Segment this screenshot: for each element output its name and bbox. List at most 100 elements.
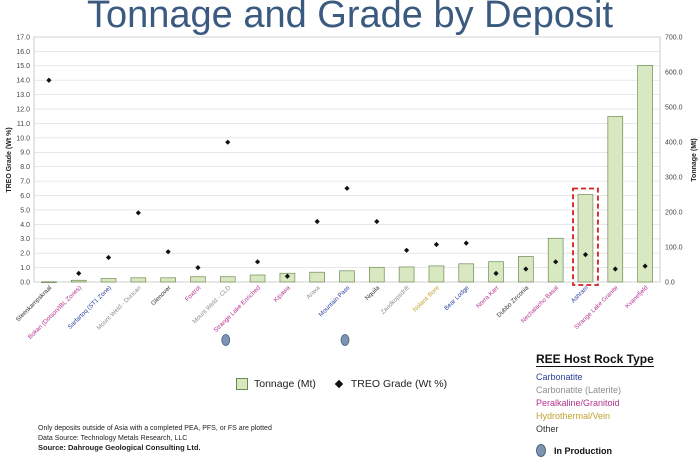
- category-label: Foxtrot: [184, 284, 203, 303]
- host-rock-legend-title: REE Host Rock Type: [536, 352, 654, 367]
- grade-marker: [105, 254, 112, 261]
- grade-marker: [165, 249, 171, 255]
- highlight-box: [572, 187, 599, 286]
- y-tick-left: 11.0: [17, 121, 30, 128]
- in-production-label: In Production: [554, 445, 612, 456]
- tonnage-bar: [577, 194, 594, 283]
- y-tick-left: 2.0: [20, 251, 30, 258]
- grade-marker: [195, 264, 201, 271]
- category-label: Kipawa: [272, 284, 292, 304]
- y-axis-title-right: Tonnage (Mt): [691, 138, 698, 181]
- grade-marker: [314, 218, 320, 225]
- y-tick-right: 500.0: [665, 104, 683, 111]
- tonnage-bar: [458, 263, 475, 283]
- y-tick-left: 7.0: [20, 179, 30, 186]
- tonnage-bar: [607, 116, 624, 283]
- grade-marker: [582, 252, 589, 258]
- grade-marker: [433, 241, 440, 248]
- category-label: Ashram: [570, 284, 590, 304]
- y-tick-left: 4.0: [20, 222, 30, 229]
- tonnage-bar: [309, 271, 325, 283]
- host-rock-type-item: Other: [536, 424, 559, 434]
- in-production-legend: In Production: [536, 444, 696, 457]
- footnote-scope: Only deposits outside of Asia with a com…: [38, 425, 272, 432]
- category-label: Kvanefjeld: [624, 284, 650, 310]
- tonnage-bar: [219, 276, 236, 283]
- grade-marker: [135, 210, 141, 216]
- grade-marker: [523, 266, 529, 272]
- y-tick-left: 0.0: [20, 279, 30, 286]
- in-production-dot-icon: [536, 444, 546, 457]
- tonnage-bar: [130, 277, 147, 283]
- category-label: Bear Lodge: [443, 284, 471, 312]
- y-tick-left: 16.0: [16, 49, 30, 56]
- tonnage-bar: [70, 279, 87, 283]
- tonnage-bar: [398, 266, 415, 283]
- grade-marker: [76, 270, 82, 276]
- host-rock-type-item: Carbonatite: [536, 372, 583, 382]
- grade-marker: [642, 263, 648, 269]
- y-tick-right: 600.0: [665, 69, 683, 76]
- tonnage-bar: [100, 278, 117, 283]
- y-tick-left: 14.0: [16, 78, 30, 85]
- category-label: Nquila: [364, 284, 382, 302]
- host-rock-legend: REE Host Rock Type Carbonatite Carbonatit…: [536, 352, 696, 457]
- y-tick-left: 13.0: [16, 92, 30, 99]
- tonnage-bar: [41, 281, 57, 283]
- legend: Tonnage (Mt) TREO Grade (Wt %): [236, 378, 447, 390]
- grade-marker: [225, 139, 231, 145]
- y-axis-title-left: TREO Grade (Wt %): [6, 127, 13, 192]
- category-label: Zandkopsdrift: [380, 284, 412, 316]
- grade-marker: [553, 259, 559, 265]
- grade-marker: [46, 77, 52, 83]
- category-label: Glenover: [150, 284, 173, 307]
- tonnage-bar: [637, 64, 653, 283]
- host-rock-type-item: Hydrothermal/Vein: [536, 411, 611, 421]
- y-tick-right: 300.0: [665, 174, 683, 181]
- in-production-dot-icon: [221, 334, 231, 346]
- chart-title: Tonnage and Grade by Deposit: [86, 0, 614, 36]
- y-tick-left: 12.0: [16, 106, 30, 113]
- legend-tonnage-label: Tonnage (Mt): [254, 378, 316, 390]
- host-rock-type-item: Peralkaline/Granitoid: [536, 398, 620, 408]
- grade-marker: [404, 247, 410, 253]
- y-tick-right: 0.0: [665, 279, 675, 286]
- tonnage-bar: [428, 265, 445, 283]
- legend-bar-swatch: [236, 378, 248, 390]
- host-rock-type-item: Carbonatite (Laterite): [536, 385, 622, 395]
- tonnage-bar: [160, 277, 176, 283]
- grade-marker: [463, 240, 469, 246]
- y-tick-left: 10.0: [16, 135, 30, 142]
- category-label: Norra Karr: [475, 284, 500, 309]
- y-tick-right: 400.0: [665, 139, 683, 146]
- y-tick-left: 15.0: [16, 63, 30, 70]
- chart: 0.0 1.0 2.0 3.0 4.0 5.0 6.0 7.0 8.0 9.0 10.0 11.0 12…: [6, 34, 698, 346]
- y-tick-left: 8.0: [20, 164, 30, 171]
- footnotes: Only deposits outside of Asia with a com…: [38, 424, 272, 453]
- y-tick-left: 5.0: [20, 207, 30, 214]
- category-label: Nolans Bore: [412, 284, 441, 313]
- grade-marker: [612, 266, 618, 272]
- y-tick-right: 200.0: [665, 209, 683, 216]
- y-tick-left: 17.0: [16, 34, 30, 41]
- plot-area-border: [33, 36, 661, 283]
- y-tick-left: 9.0: [20, 150, 30, 157]
- category-label: Mountain Pass: [318, 284, 352, 318]
- category-label: Bokan (Dotson/IBL Zones): [27, 284, 83, 340]
- grade-marker: [374, 218, 380, 225]
- y-tick-left: 6.0: [20, 193, 30, 200]
- tonnage-bar: [339, 270, 355, 283]
- y-tick-right: 700.0: [665, 34, 683, 41]
- footnote-source: Source: Dahrouge Geological Consulting L…: [38, 443, 201, 452]
- grade-marker: [254, 259, 261, 265]
- grade-marker: [284, 273, 290, 279]
- grade-marker: [344, 185, 350, 191]
- grade-marker: [493, 270, 499, 276]
- tonnage-bar: [249, 274, 266, 283]
- y-tick-right: 100.0: [665, 244, 683, 251]
- legend-diamond-marker: [334, 379, 344, 389]
- footnote-data-source: Data Source: Technology Metals Research,…: [38, 434, 188, 442]
- legend-grade-label: TREO Grade (Wt %): [350, 378, 448, 390]
- y-tick-left: 1.0: [20, 265, 30, 272]
- category-label: Araxa: [305, 284, 322, 301]
